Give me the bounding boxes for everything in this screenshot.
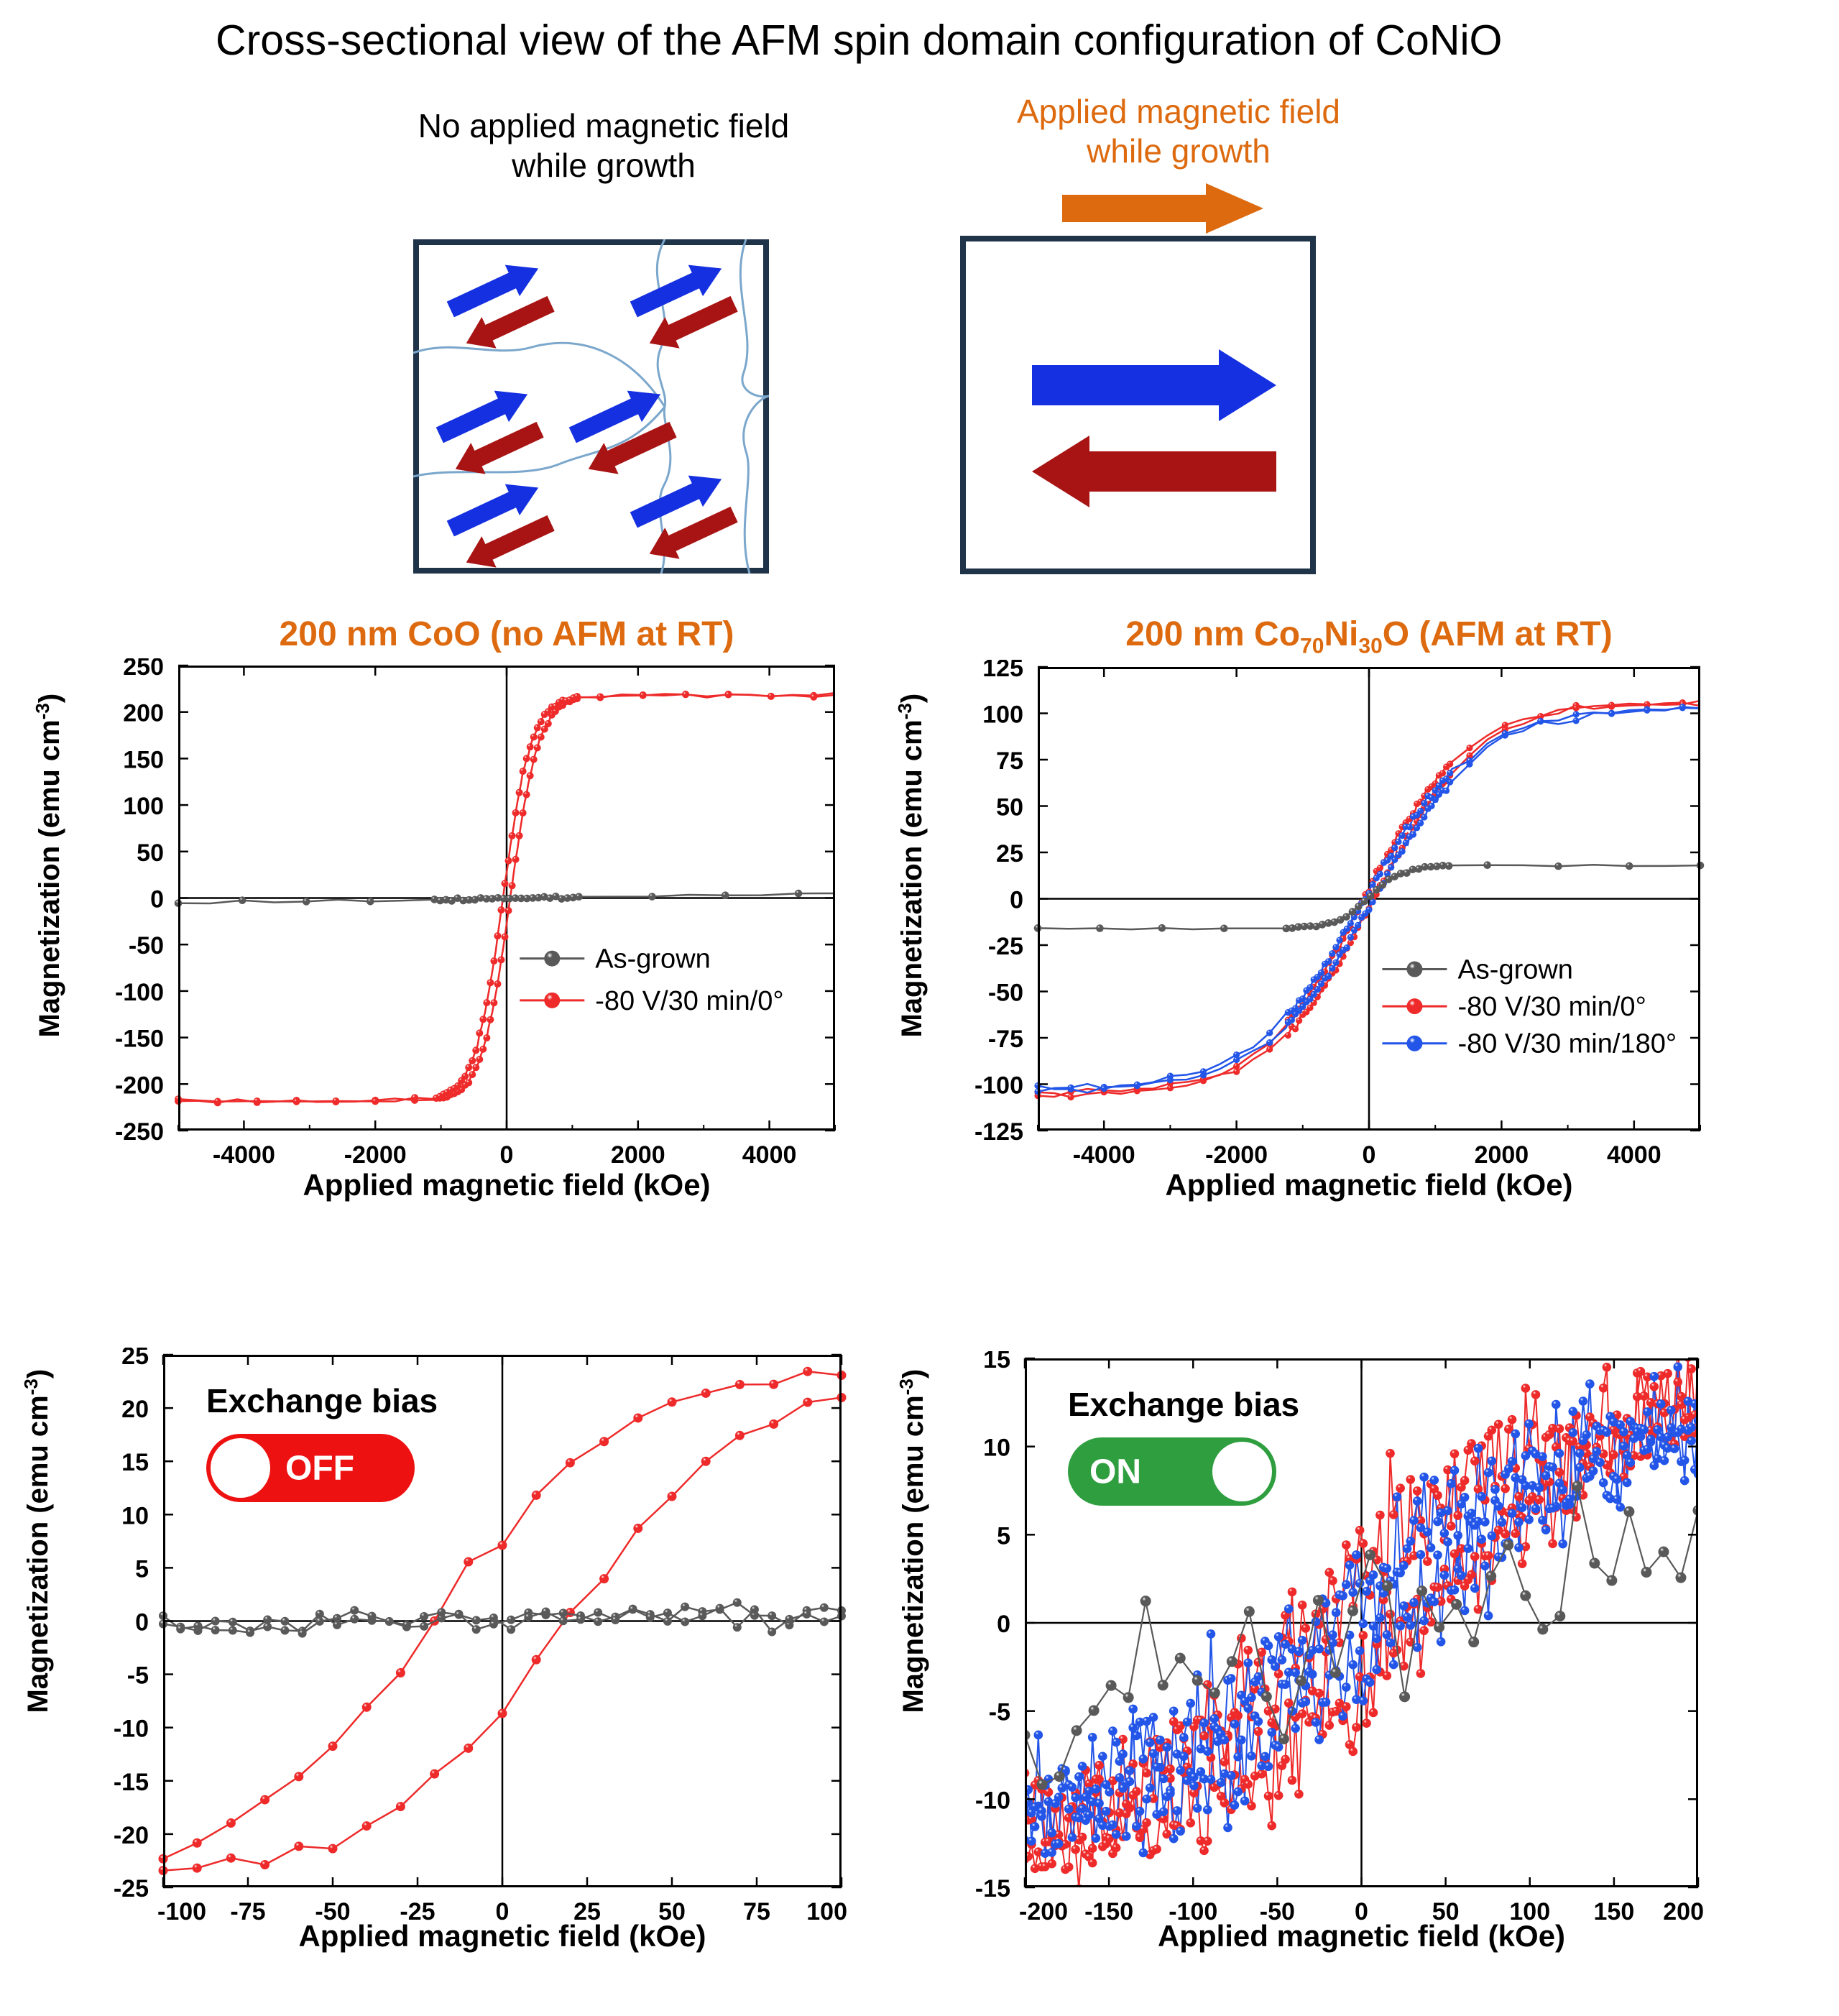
- svg-text:4000: 4000: [1607, 1141, 1661, 1169]
- svg-text:-80 V/30 min/0°: -80 V/30 min/0°: [1457, 992, 1646, 1022]
- svg-text:-10: -10: [975, 1787, 1010, 1814]
- svg-text:0: 0: [1363, 1141, 1376, 1169]
- svg-text:25: 25: [121, 1348, 149, 1370]
- svg-text:-150: -150: [115, 1026, 164, 1053]
- svg-text:-80 V/30 min/180°: -80 V/30 min/180°: [1457, 1029, 1677, 1059]
- svg-text:5: 5: [997, 1522, 1010, 1550]
- svg-text:As-grown: As-grown: [595, 944, 711, 975]
- svg-text:50: 50: [996, 794, 1023, 821]
- svg-text:-250: -250: [115, 1118, 164, 1146]
- svg-text:-100: -100: [115, 979, 164, 1006]
- svg-text:-4000: -4000: [1073, 1141, 1135, 1169]
- svg-text:-80 V/30 min/0°: -80 V/30 min/0°: [595, 986, 783, 1016]
- svg-text:50: 50: [137, 839, 164, 867]
- svg-text:250: 250: [123, 658, 164, 681]
- svg-text:-2000: -2000: [344, 1141, 407, 1169]
- svg-text:2000: 2000: [1475, 1141, 1529, 1169]
- svg-text:-75: -75: [988, 1026, 1023, 1053]
- svg-text:-10: -10: [114, 1716, 149, 1743]
- svg-text:Exchange bias: Exchange bias: [206, 1382, 438, 1419]
- svg-text:150: 150: [123, 746, 164, 773]
- svg-text:Exchange bias: Exchange bias: [1068, 1386, 1299, 1423]
- svg-text:2000: 2000: [611, 1141, 665, 1169]
- svg-text:-15: -15: [975, 1875, 1010, 1902]
- svg-text:-50: -50: [129, 932, 164, 959]
- svg-text:75: 75: [996, 747, 1023, 775]
- svg-text:25: 25: [996, 840, 1023, 867]
- svg-text:100: 100: [123, 793, 164, 820]
- svg-text:-4000: -4000: [213, 1141, 275, 1169]
- svg-text:-5: -5: [127, 1662, 149, 1690]
- svg-text:15: 15: [121, 1449, 149, 1476]
- svg-text:10: 10: [983, 1435, 1010, 1462]
- svg-text:-50: -50: [988, 980, 1023, 1007]
- svg-text:0: 0: [500, 1141, 514, 1169]
- svg-text:10: 10: [121, 1502, 149, 1529]
- svg-text:-25: -25: [114, 1875, 149, 1902]
- svg-text:20: 20: [121, 1396, 149, 1423]
- svg-text:4000: 4000: [742, 1141, 797, 1169]
- svg-text:-100: -100: [974, 1072, 1023, 1100]
- svg-text:-20: -20: [114, 1822, 149, 1849]
- svg-text:100: 100: [982, 701, 1023, 729]
- svg-text:-25: -25: [988, 933, 1023, 960]
- svg-text:0: 0: [135, 1609, 149, 1637]
- svg-text:15: 15: [983, 1351, 1010, 1373]
- svg-text:-5: -5: [989, 1699, 1010, 1726]
- svg-text:125: 125: [982, 660, 1023, 682]
- svg-text:-200: -200: [115, 1072, 164, 1099]
- svg-text:5: 5: [135, 1555, 149, 1583]
- svg-text:As-grown: As-grown: [1457, 955, 1573, 985]
- svg-text:ON: ON: [1089, 1453, 1141, 1491]
- svg-text:0: 0: [1010, 887, 1023, 914]
- svg-text:0: 0: [150, 886, 164, 913]
- svg-text:OFF: OFF: [285, 1450, 354, 1488]
- svg-text:-15: -15: [114, 1769, 149, 1796]
- svg-text:200: 200: [123, 700, 164, 727]
- svg-text:-2000: -2000: [1205, 1141, 1268, 1169]
- svg-text:-125: -125: [974, 1118, 1023, 1146]
- svg-text:0: 0: [997, 1611, 1010, 1638]
